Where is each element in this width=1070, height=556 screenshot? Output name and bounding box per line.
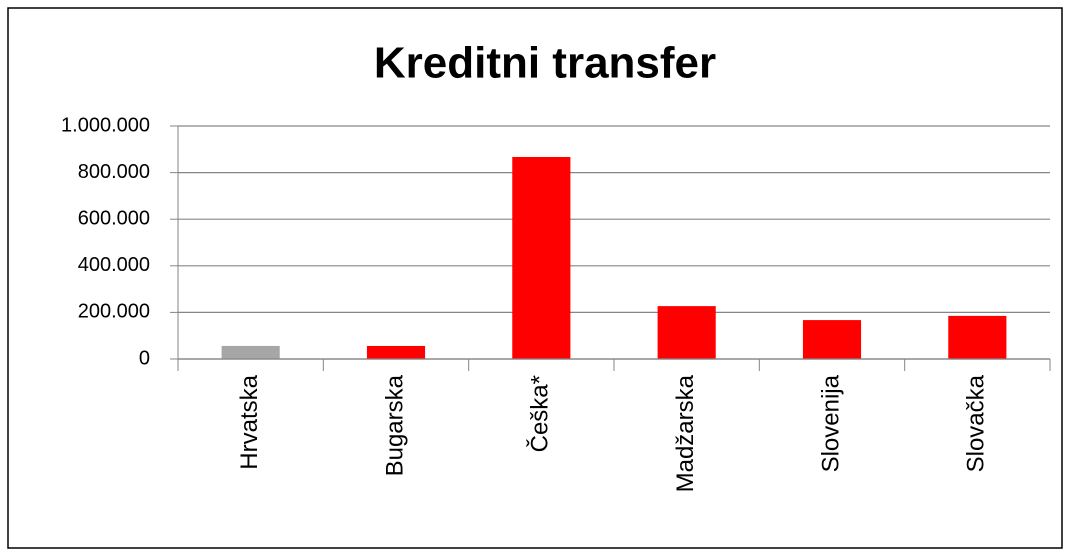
- y-tick-label: 200.000: [78, 301, 150, 323]
- bar: [657, 306, 716, 359]
- x-tick-label: Češka*: [526, 375, 554, 452]
- bar: [221, 345, 280, 359]
- bar: [802, 320, 862, 359]
- y-tick-label: 400.000: [78, 254, 150, 276]
- bar: [948, 315, 1007, 359]
- chart-title: Kreditni transfer: [374, 39, 716, 88]
- y-tick-label: 0: [139, 347, 150, 369]
- bar: [366, 345, 426, 359]
- x-tick-label: Slovačka: [963, 374, 990, 472]
- bar: [512, 156, 571, 359]
- y-tick-label: 1.000.000: [61, 114, 150, 136]
- y-tick-label: 800.000: [78, 161, 150, 183]
- x-tick-label: Madžarska: [672, 374, 699, 492]
- x-tick-label: Slovenija: [817, 374, 844, 472]
- y-tick-label: 600.000: [78, 207, 150, 229]
- x-tick-label: Bugarska: [381, 374, 408, 476]
- x-tick-label: Hrvatska: [236, 374, 263, 469]
